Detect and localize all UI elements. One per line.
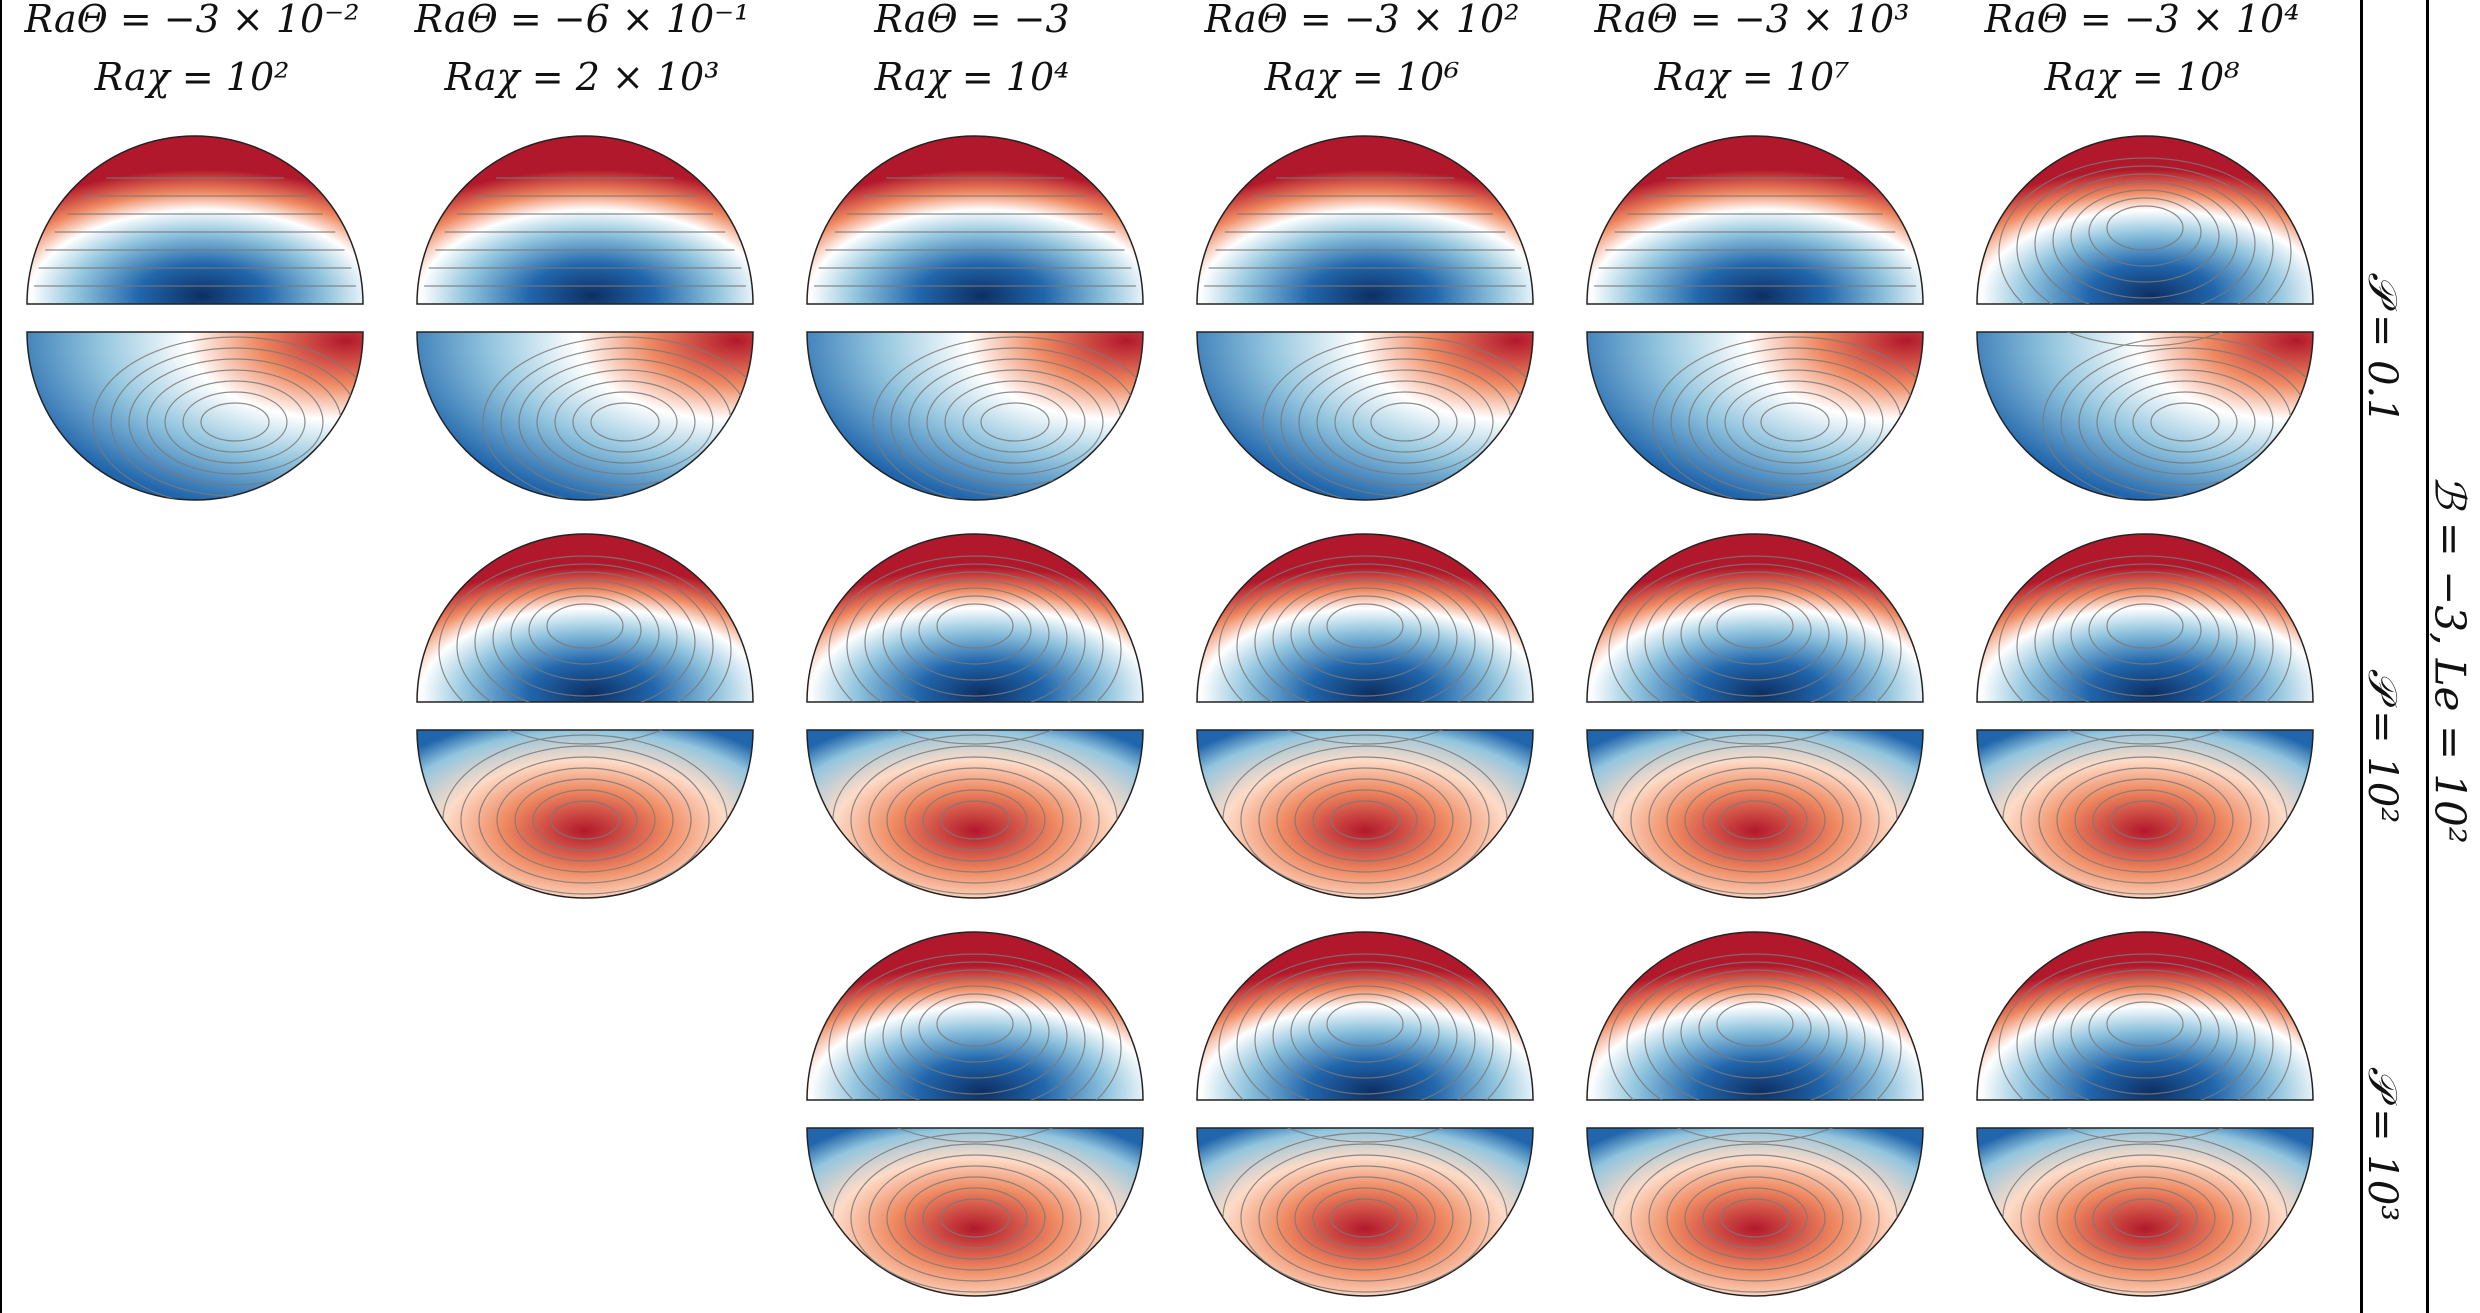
column-header-ra-chi: Raχ = 10⁸ (2044, 55, 2240, 99)
theta-hemisphere (26, 135, 364, 305)
column-header-ra-chi: Raχ = 10⁷ (1654, 55, 1850, 99)
hemisphere-panel: Θχ (416, 533, 754, 899)
theta-hemisphere (806, 931, 1144, 1101)
hemisphere-panel: Θχ (806, 533, 1144, 899)
hemisphere-panel: Θχ (806, 135, 1144, 501)
chi-hemisphere (1586, 331, 1924, 501)
chi-hemisphere (1196, 331, 1534, 501)
divider-rule (2360, 0, 2363, 1313)
row-label-prandtl: 𝒫 = 10³ (2359, 1066, 2405, 1222)
column-header-ra-theta: RaΘ = −3 (874, 0, 1070, 41)
hemisphere-panel: Θχ (1976, 135, 2314, 501)
theta-hemisphere (806, 533, 1144, 703)
hemisphere-panel: Θχ (1196, 135, 1534, 501)
chi-hemisphere (416, 729, 754, 899)
theta-hemisphere (1196, 533, 1534, 703)
hemisphere-panel: Θχ (1586, 135, 1924, 501)
contour-lines (1998, 157, 2313, 500)
theta-hemisphere (1586, 533, 1924, 703)
chi-hemisphere (1586, 1127, 1924, 1297)
theta-hemisphere (1586, 135, 1924, 305)
theta-hemisphere (416, 135, 754, 305)
theta-hemisphere (1586, 931, 1924, 1101)
hemisphere-panel: Θχ (416, 135, 754, 501)
contour-lines (424, 177, 753, 500)
column-header-ra-chi: Raχ = 2 × 10³ (444, 55, 720, 99)
column-header-ra-theta: RaΘ = −6 × 10⁻¹ (414, 0, 750, 41)
chi-hemisphere (806, 331, 1144, 501)
column-header-ra-theta: RaΘ = −3 × 10⁴ (1984, 0, 2300, 41)
hemisphere-panel: Θχ (1586, 533, 1924, 899)
row-label-prandtl: 𝒫 = 10² (2359, 668, 2405, 824)
chi-hemisphere (806, 1127, 1144, 1297)
theta-hemisphere (1976, 135, 2314, 305)
hemisphere-panel: Θχ (1196, 533, 1534, 899)
theta-hemisphere (416, 533, 754, 703)
contour-lines (1608, 953, 1902, 1296)
theta-hemisphere (806, 135, 1144, 305)
hemisphere-panel: Θχ (26, 135, 364, 501)
left-border (0, 0, 2, 1313)
contour-lines (34, 177, 363, 500)
column-header-ra-theta: RaΘ = −3 × 10³ (1594, 0, 1910, 41)
theta-hemisphere (1196, 931, 1534, 1101)
column-header-ra-chi: Raχ = 10⁶ (1264, 55, 1460, 99)
hemisphere-panel: Θχ (1976, 533, 2314, 899)
theta-hemisphere (1976, 931, 2314, 1101)
chi-hemisphere (1196, 1127, 1534, 1297)
theta-hemisphere (1196, 135, 1534, 305)
column-header-ra-chi: Raχ = 10² (94, 55, 290, 99)
column-header-ra-chi: Raχ = 10⁴ (874, 55, 1070, 99)
chi-hemisphere (806, 729, 1144, 899)
hemisphere-panel: Θχ (1196, 931, 1534, 1297)
hemisphere-panel: Θχ (806, 931, 1144, 1297)
chi-hemisphere (1976, 729, 2314, 899)
chi-hemisphere (1196, 729, 1534, 899)
group-label: ℬ = −3, Le = 10² (2425, 475, 2475, 844)
chi-hemisphere (1586, 729, 1924, 899)
chi-hemisphere (1976, 331, 2314, 501)
chi-hemisphere (1976, 1127, 2314, 1297)
chi-hemisphere (26, 331, 364, 501)
hemisphere-panel: Θχ (1586, 931, 1924, 1297)
right-border (2426, 0, 2429, 1313)
chi-hemisphere (416, 331, 754, 501)
column-header-ra-theta: RaΘ = −3 × 10⁻² (24, 0, 360, 41)
row-label-prandtl: 𝒫 = 0.1 (2359, 272, 2405, 424)
hemisphere-panel: Θχ (1976, 931, 2314, 1297)
theta-hemisphere (1976, 533, 2314, 703)
column-header-ra-theta: RaΘ = −3 × 10² (1204, 0, 1520, 41)
